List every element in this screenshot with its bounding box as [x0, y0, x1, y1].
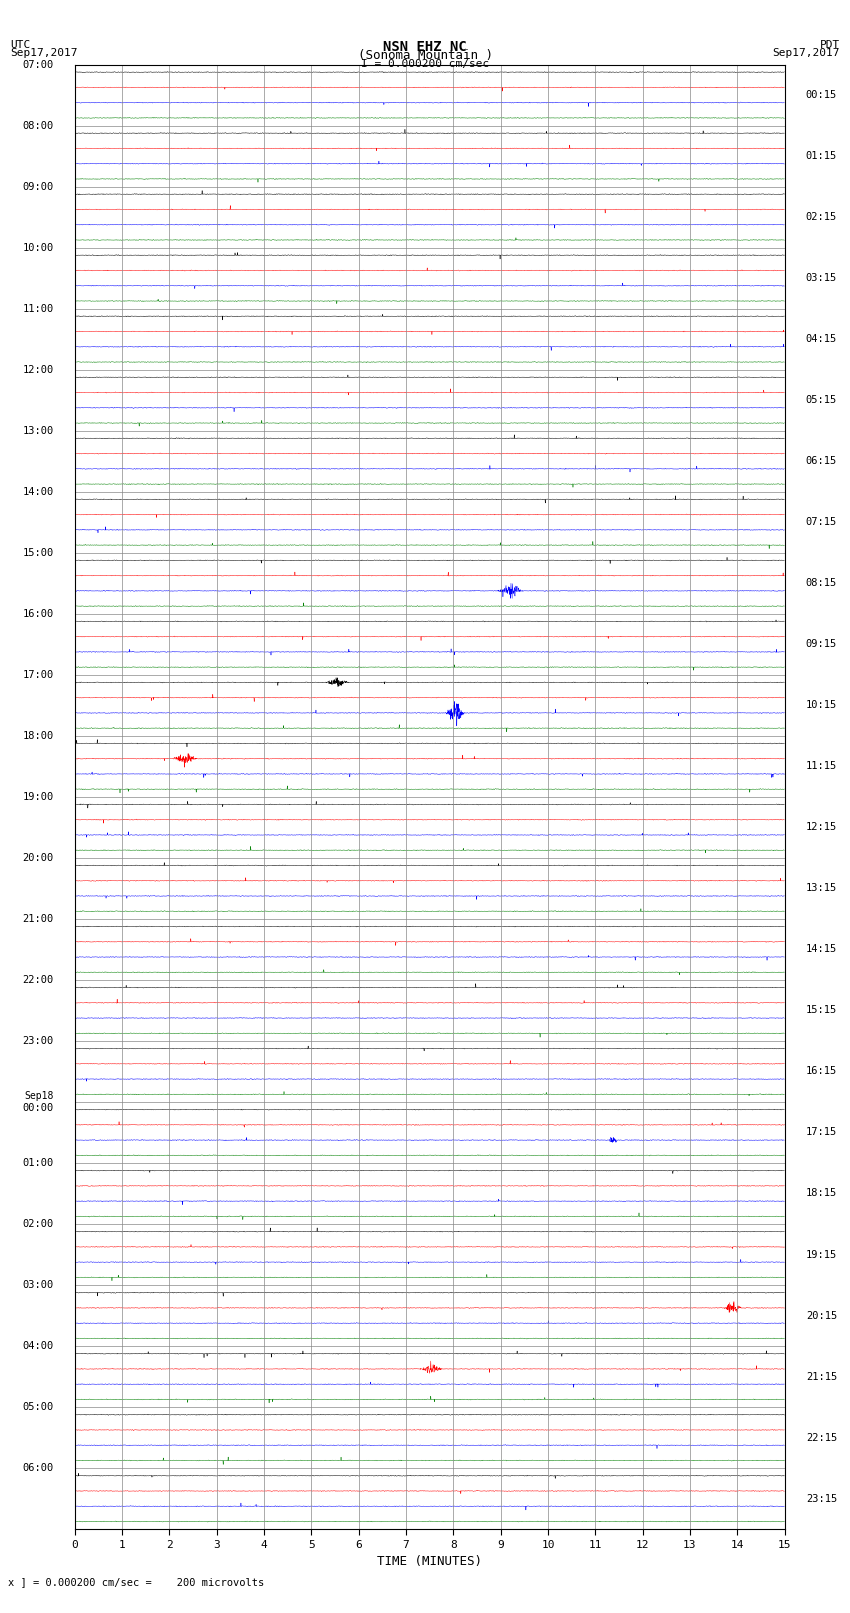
- Text: 19:00: 19:00: [22, 792, 54, 802]
- Text: 22:00: 22:00: [22, 974, 54, 986]
- Text: 01:15: 01:15: [806, 152, 837, 161]
- Text: 15:00: 15:00: [22, 548, 54, 558]
- Text: (Sonoma Mountain ): (Sonoma Mountain ): [358, 50, 492, 63]
- Text: 00:15: 00:15: [806, 90, 837, 100]
- Text: 06:00: 06:00: [22, 1463, 54, 1473]
- Text: 04:15: 04:15: [806, 334, 837, 344]
- Text: 05:15: 05:15: [806, 395, 837, 405]
- Text: 07:00: 07:00: [22, 60, 54, 69]
- Text: 23:00: 23:00: [22, 1036, 54, 1045]
- Text: 07:15: 07:15: [806, 518, 837, 527]
- Text: 16:15: 16:15: [806, 1066, 837, 1076]
- Text: 02:00: 02:00: [22, 1219, 54, 1229]
- Text: 20:15: 20:15: [806, 1310, 837, 1321]
- Text: 08:15: 08:15: [806, 577, 837, 589]
- Text: 16:00: 16:00: [22, 608, 54, 619]
- Text: 12:00: 12:00: [22, 365, 54, 374]
- Text: 11:15: 11:15: [806, 761, 837, 771]
- Text: 04:00: 04:00: [22, 1340, 54, 1352]
- Text: 05:00: 05:00: [22, 1402, 54, 1411]
- Text: 13:15: 13:15: [806, 884, 837, 894]
- Text: 10:15: 10:15: [806, 700, 837, 710]
- X-axis label: TIME (MINUTES): TIME (MINUTES): [377, 1555, 482, 1568]
- Text: 22:15: 22:15: [806, 1432, 837, 1442]
- Text: 02:15: 02:15: [806, 211, 837, 223]
- Text: 18:00: 18:00: [22, 731, 54, 740]
- Text: 06:15: 06:15: [806, 456, 837, 466]
- Text: 00:00: 00:00: [22, 1103, 54, 1113]
- Text: 21:15: 21:15: [806, 1371, 837, 1382]
- Text: 09:15: 09:15: [806, 639, 837, 650]
- Text: 03:00: 03:00: [22, 1281, 54, 1290]
- Text: 21:00: 21:00: [22, 915, 54, 924]
- Text: 17:15: 17:15: [806, 1127, 837, 1137]
- Text: 08:00: 08:00: [22, 121, 54, 131]
- Text: I = 0.000200 cm/sec: I = 0.000200 cm/sec: [361, 58, 489, 69]
- Text: PDT: PDT: [819, 39, 840, 50]
- Text: 14:15: 14:15: [806, 944, 837, 955]
- Text: 14:00: 14:00: [22, 487, 54, 497]
- Text: 23:15: 23:15: [806, 1494, 837, 1503]
- Text: 12:15: 12:15: [806, 823, 837, 832]
- Text: 19:15: 19:15: [806, 1250, 837, 1260]
- Text: 13:00: 13:00: [22, 426, 54, 436]
- Text: NSN EHZ NC: NSN EHZ NC: [383, 39, 467, 53]
- Text: UTC: UTC: [10, 39, 31, 50]
- Text: 17:00: 17:00: [22, 669, 54, 679]
- Text: 01:00: 01:00: [22, 1158, 54, 1168]
- Text: 20:00: 20:00: [22, 853, 54, 863]
- Text: Sep17,2017: Sep17,2017: [10, 47, 77, 58]
- Text: 11:00: 11:00: [22, 303, 54, 313]
- Text: 09:00: 09:00: [22, 182, 54, 192]
- Text: x ] = 0.000200 cm/sec =    200 microvolts: x ] = 0.000200 cm/sec = 200 microvolts: [8, 1578, 264, 1587]
- Text: 10:00: 10:00: [22, 242, 54, 253]
- Text: 18:15: 18:15: [806, 1189, 837, 1198]
- Text: Sep17,2017: Sep17,2017: [773, 47, 840, 58]
- Text: 03:15: 03:15: [806, 273, 837, 284]
- Text: 15:15: 15:15: [806, 1005, 837, 1016]
- Text: Sep18: Sep18: [24, 1090, 54, 1102]
